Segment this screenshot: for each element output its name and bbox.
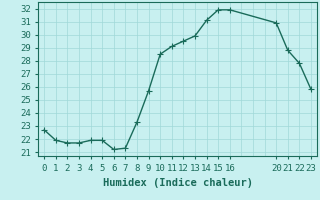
X-axis label: Humidex (Indice chaleur): Humidex (Indice chaleur) [103,178,252,188]
